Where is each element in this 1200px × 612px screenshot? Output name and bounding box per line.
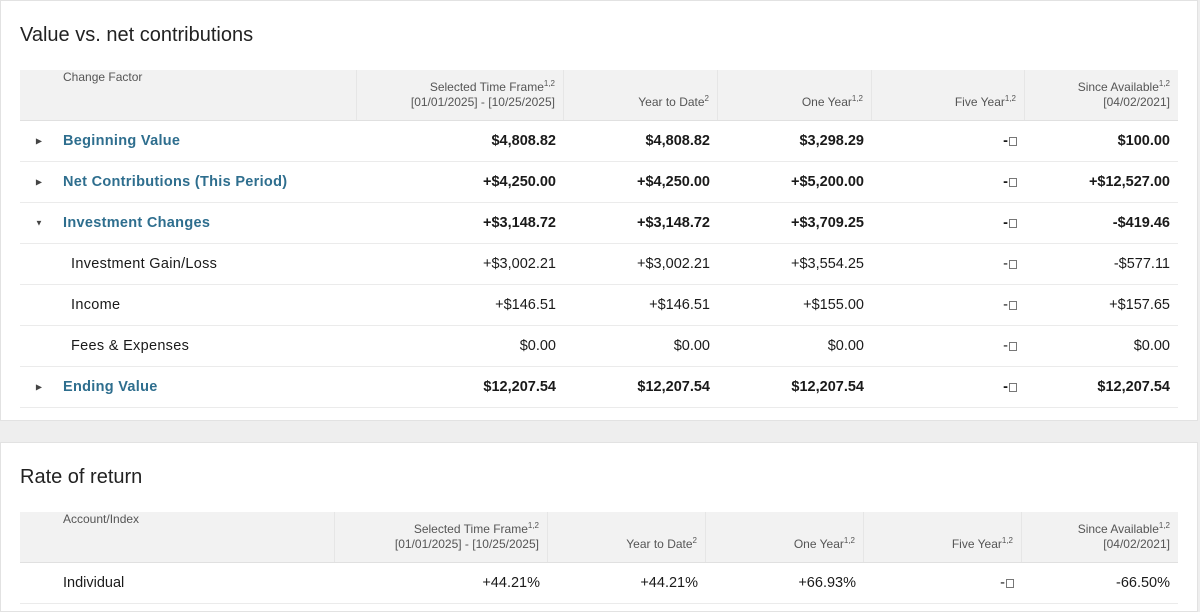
cell-five-year: - [872,162,1025,202]
cell-since: -66.50% [1115,575,1170,591]
cell-one-year: $12,207.54 [791,379,864,395]
table-row-individual: Individual +44.21% +44.21% +66.93% - -66… [20,563,1178,604]
header-year-to-date: Year to Date2 [564,70,718,120]
cell-since: +$157.65 [1109,297,1170,313]
table-row-investment-gain-loss: Investment Gain/Loss +$3,002.21 +$3,002.… [20,244,1178,285]
rate-of-return-card: Rate of return Account/Index Selected Ti… [0,442,1198,612]
cell-ytd: $0.00 [673,338,710,354]
missing-glyph-icon [1009,218,1017,228]
cell-ytd: +$3,148.72 [637,215,710,231]
cell-one-year: +$155.00 [803,297,864,313]
header-change-factor: Change Factor [20,70,357,120]
missing-glyph-icon [1009,300,1017,310]
cell-one-year: $0.00 [827,338,864,354]
cell-five-year: - [872,326,1025,366]
table-row-ending-value[interactable]: ▶ Ending Value $12,207.54 $12,207.54 $12… [20,367,1178,408]
cell-ytd: $4,808.82 [645,133,710,149]
table-header: Account/Index Selected Time Frame1,2 [01… [20,512,1178,563]
cell-five-year: - [864,563,1022,603]
missing-glyph-icon [1006,578,1014,588]
cell-selected: $0.00 [519,338,556,354]
header-account-index: Account/Index [20,512,335,562]
row-label-link[interactable]: Ending Value [63,379,158,395]
missing-glyph-icon [1009,177,1017,187]
cell-selected: +44.21% [482,575,540,591]
collapse-arrow-icon[interactable]: ▼ [35,218,43,228]
cell-one-year: +$3,554.25 [791,256,864,272]
expand-arrow-icon[interactable]: ▶ [35,177,43,187]
cell-since: $0.00 [1133,338,1170,354]
header-selected-time-frame: Selected Time Frame1,2 [01/01/2025] - [1… [335,512,548,562]
header-one-year: One Year1,2 [706,512,864,562]
cell-ytd: +$3,002.21 [637,256,710,272]
section-title: Value vs. net contributions [20,24,254,46]
table-row-beginning-value[interactable]: ▶ Beginning Value $4,808.82 $4,808.82 $3… [20,121,1178,162]
missing-glyph-icon [1009,136,1017,146]
cell-since: $12,207.54 [1097,379,1170,395]
header-year-to-date: Year to Date2 [548,512,706,562]
header-five-year: Five Year1,2 [864,512,1022,562]
header-five-year: Five Year1,2 [872,70,1025,120]
header-selected-time-frame: Selected Time Frame1,2 [01/01/2025] - [1… [357,70,564,120]
cell-ytd: +$4,250.00 [637,174,710,190]
value-vs-contributions-card: Value vs. net contributions Change Facto… [0,0,1198,421]
cell-five-year: - [872,367,1025,407]
cell-selected: $4,808.82 [491,133,556,149]
cell-one-year: +$5,200.00 [791,174,864,190]
cell-ytd: +44.21% [640,575,698,591]
value-table: Change Factor Selected Time Frame1,2 [01… [20,70,1178,408]
section-title: Rate of return [20,466,143,488]
expand-arrow-icon[interactable]: ▶ [35,382,43,392]
row-label-link[interactable]: Beginning Value [63,133,181,149]
cell-since: $100.00 [1117,133,1170,149]
header-since-available: Since Available1,2 [04/02/2021] [1077,521,1170,552]
row-label: Individual [63,575,125,591]
cell-ytd: +$146.51 [649,297,710,313]
table-header: Change Factor Selected Time Frame1,2 [01… [20,70,1178,121]
row-label-link[interactable]: Investment Changes [63,215,211,231]
header-one-year: One Year1,2 [718,70,872,120]
cell-five-year: - [872,121,1025,161]
cell-since: -$577.11 [1113,256,1170,272]
cell-selected: +$4,250.00 [483,174,556,190]
table-row-fees-expenses: Fees & Expenses $0.00 $0.00 $0.00 - $0.0… [20,326,1178,367]
header-since-available: Since Available1,2 [04/02/2021] [1077,79,1170,110]
cell-selected: $12,207.54 [483,379,556,395]
row-label: Income [71,297,121,313]
missing-glyph-icon [1009,341,1017,351]
row-label-link[interactable]: Net Contributions (This Period) [63,174,288,190]
table-row-income: Income +$146.51 +$146.51 +$155.00 - +$15… [20,285,1178,326]
table-row-net-contributions[interactable]: ▶ Net Contributions (This Period) +$4,25… [20,162,1178,203]
row-label: Fees & Expenses [71,338,190,354]
cell-since: +$12,527.00 [1088,174,1170,190]
return-table: Account/Index Selected Time Frame1,2 [01… [20,512,1178,604]
cell-one-year: $3,298.29 [799,133,864,149]
missing-glyph-icon [1009,382,1017,392]
cell-ytd: $12,207.54 [637,379,710,395]
cell-five-year: - [872,203,1025,243]
cell-since: -$419.46 [1112,215,1170,231]
cell-one-year: +66.93% [798,575,856,591]
cell-one-year: +$3,709.25 [791,215,864,231]
missing-glyph-icon [1009,259,1017,269]
cell-five-year: - [872,244,1025,284]
cell-selected: +$3,148.72 [483,215,556,231]
cell-five-year: - [872,285,1025,325]
table-row-investment-changes[interactable]: ▼ Investment Changes +$3,148.72 +$3,148.… [20,203,1178,244]
cell-selected: +$146.51 [495,297,556,313]
cell-selected: +$3,002.21 [483,256,556,272]
row-label: Investment Gain/Loss [71,256,218,272]
expand-arrow-icon[interactable]: ▶ [35,136,43,146]
